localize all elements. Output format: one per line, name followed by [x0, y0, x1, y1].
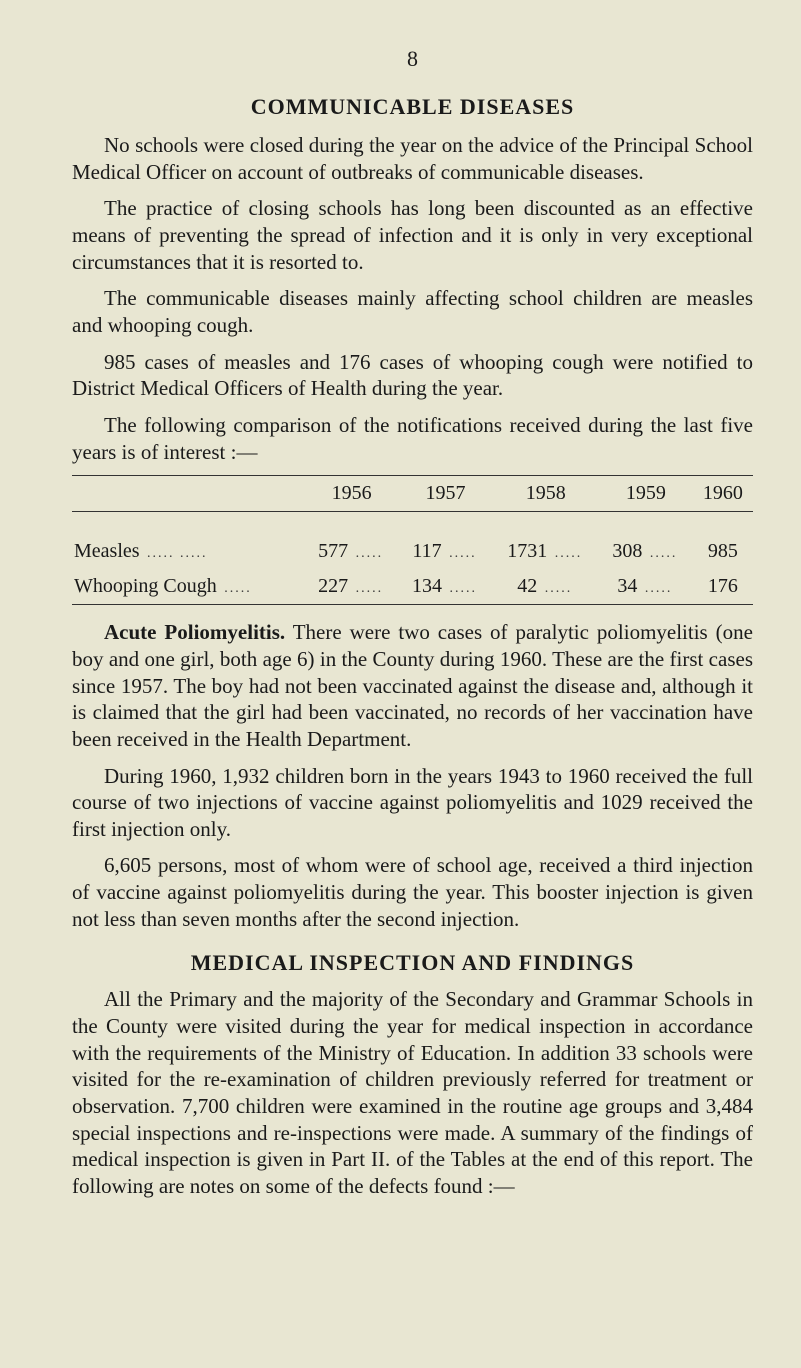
table-header: 1960	[693, 476, 753, 512]
table-header: 1959	[599, 476, 693, 512]
table-cell: 117 .....	[399, 534, 493, 569]
paragraph: During 1960, 1,932 children born in the …	[72, 763, 753, 843]
table-cell: 42 .....	[493, 569, 599, 605]
paragraph: 6,605 persons, most of whom were of scho…	[72, 852, 753, 932]
notifications-table: 1956 1957 1958 1959 1960 Measles ..... .…	[72, 475, 753, 605]
run-in-heading: Acute Poliomyelitis.	[104, 620, 285, 644]
paragraph: 985 cases of measles and 176 cases of wh…	[72, 349, 753, 402]
table-cell: 985	[693, 534, 753, 569]
paragraph-acute-polio: Acute Poliomyelitis. There were two case…	[72, 619, 753, 752]
paragraph: No schools were closed during the year o…	[72, 132, 753, 185]
table-header: 1957	[399, 476, 493, 512]
table-header: 1956	[305, 476, 399, 512]
table-row-label: Measles ..... .....	[72, 534, 305, 569]
table-cell: 176	[693, 569, 753, 605]
heading-medical-inspection: MEDICAL INSPECTION AND FINDINGS	[72, 950, 753, 976]
table-spacer	[72, 512, 753, 535]
paragraph: The practice of closing schools has long…	[72, 195, 753, 275]
table-cell: 227 .....	[305, 569, 399, 605]
heading-communicable-diseases: COMMUNICABLE DISEASES	[72, 94, 753, 120]
document-page: 8 COMMUNICABLE DISEASES No schools were …	[0, 0, 801, 1368]
table-cell: 577 .....	[305, 534, 399, 569]
paragraph: The communicable diseases mainly affecti…	[72, 285, 753, 338]
table-row: Whooping Cough ..... 227 ..... 134 .....…	[72, 569, 753, 605]
paragraph: The following comparison of the notifica…	[72, 412, 753, 465]
table-row-label: Whooping Cough .....	[72, 569, 305, 605]
table-row: Measles ..... ..... 577 ..... 117 ..... …	[72, 534, 753, 569]
table-header-row: 1956 1957 1958 1959 1960	[72, 476, 753, 512]
table-cell: 1731 .....	[493, 534, 599, 569]
table-cell: 308 .....	[599, 534, 693, 569]
table-header-blank	[72, 476, 305, 512]
table-header: 1958	[493, 476, 599, 512]
table-cell: 34 .....	[599, 569, 693, 605]
page-number: 8	[72, 46, 753, 72]
table-cell: 134 .....	[399, 569, 493, 605]
paragraph: All the Primary and the majority of the …	[72, 986, 753, 1199]
